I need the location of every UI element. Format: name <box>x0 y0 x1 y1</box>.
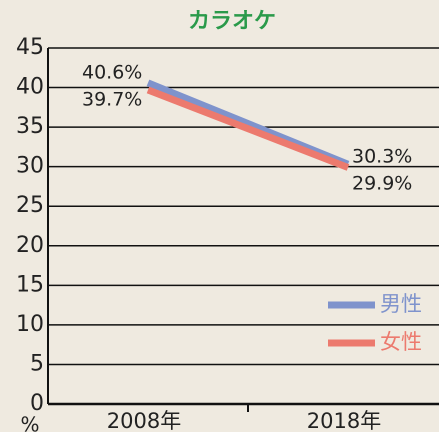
series-line <box>146 79 350 168</box>
y-tick-label: 35 <box>16 114 44 139</box>
y-tick-label: 0 <box>30 391 44 416</box>
series-line <box>146 86 350 171</box>
value-label: 30.3% <box>352 146 412 168</box>
y-tick-label: 25 <box>16 193 44 218</box>
chart-title: カラオケ <box>188 9 276 34</box>
value-label: 40.6% <box>82 62 142 84</box>
legend-label: 女性 <box>380 330 422 354</box>
x-tick-label: 2008年 <box>107 409 181 432</box>
legend-label: 男性 <box>380 292 422 316</box>
y-tick-label: 15 <box>16 272 44 297</box>
x-tick-label: 2018年 <box>307 409 381 432</box>
value-label: 39.7% <box>82 89 142 111</box>
y-tick-label: 40 <box>16 75 44 100</box>
y-tick-label: 20 <box>16 233 44 258</box>
y-tick-label: 45 <box>16 35 44 60</box>
y-tick-label: 30 <box>16 154 44 179</box>
y-unit: % <box>20 413 39 432</box>
value-label: 29.9% <box>352 173 412 195</box>
y-tick-label: 10 <box>16 312 44 337</box>
y-tick-label: 5 <box>30 351 44 376</box>
